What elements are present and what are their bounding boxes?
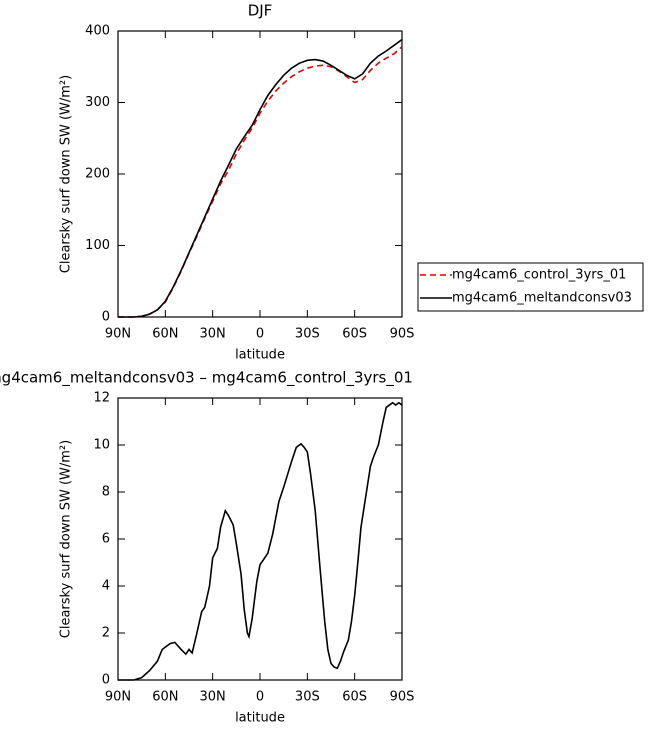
y-tick-label: 4 bbox=[102, 579, 110, 594]
plot-frame bbox=[117, 30, 403, 318]
x-tick-label: 30S bbox=[295, 690, 320, 705]
data-line bbox=[118, 38, 403, 318]
chart-title: DJF bbox=[248, 2, 273, 20]
y-tick-label: 12 bbox=[93, 391, 110, 406]
x-tick-label: 60N bbox=[152, 327, 178, 342]
data-line bbox=[118, 401, 403, 681]
y-tick-label: 300 bbox=[85, 95, 110, 110]
legend-label: mg4cam6_meltandconsv03 bbox=[452, 291, 632, 306]
x-tick-label: 60S bbox=[342, 327, 367, 342]
legend-label: mg4cam6_control_3yrs_01 bbox=[452, 268, 626, 283]
y-tick-label: 2 bbox=[102, 626, 110, 641]
x-tick-label: 30S bbox=[295, 327, 320, 342]
y-axis-label: Clearsky surf down SW (W/m²) bbox=[59, 75, 74, 273]
x-tick-label: 30N bbox=[200, 690, 226, 705]
x-tick-label: 0 bbox=[256, 327, 264, 342]
chart-title: mg4cam6_meltandconsv03 – mg4cam6_control… bbox=[0, 369, 413, 388]
y-tick-label: 10 bbox=[93, 438, 110, 453]
x-axis-label: latitude bbox=[235, 711, 285, 726]
y-tick-label: 0 bbox=[102, 310, 110, 325]
y-tick-label: 0 bbox=[102, 673, 110, 688]
y-tick-label: 6 bbox=[102, 532, 110, 547]
y-axis-label: Clearsky surf down SW (W/m²) bbox=[59, 440, 74, 638]
x-axis-label: latitude bbox=[235, 348, 285, 363]
x-tick-label: 90N bbox=[105, 327, 131, 342]
x-tick-label: 60S bbox=[342, 690, 367, 705]
x-tick-label: 30N bbox=[200, 327, 226, 342]
x-tick-label: 90S bbox=[390, 327, 415, 342]
x-tick-label: 90N bbox=[105, 690, 131, 705]
x-tick-label: 0 bbox=[256, 690, 264, 705]
y-tick-label: 100 bbox=[85, 238, 110, 253]
y-tick-label: 8 bbox=[102, 485, 110, 500]
x-tick-label: 60N bbox=[152, 690, 178, 705]
y-tick-label: 400 bbox=[85, 24, 110, 39]
y-tick-label: 200 bbox=[85, 167, 110, 182]
data-line bbox=[118, 46, 403, 318]
legend-box bbox=[417, 262, 644, 312]
x-tick-label: 90S bbox=[390, 690, 415, 705]
